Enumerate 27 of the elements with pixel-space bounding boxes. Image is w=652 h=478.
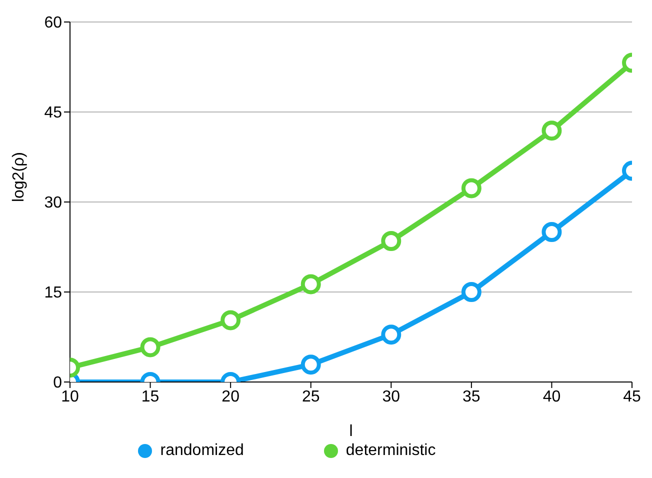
y-tick-label: 0 [53,374,62,392]
y-tick-label: 30 [44,194,62,212]
point [381,324,402,345]
y-tick-label: 15 [44,284,62,302]
x-axis-title: l [349,423,353,440]
x-tick-label: 35 [462,388,480,406]
y-tick-label: 60 [44,14,62,32]
point [300,274,321,294]
y-axis-title: log2(ρ) [10,152,28,202]
point [542,222,562,242]
point [381,231,402,251]
x-tick-label: 25 [302,388,320,406]
x-tick-label: 30 [382,388,400,406]
x-tick-label: 40 [542,388,561,406]
point [140,337,160,358]
legend-label: deterministic [346,442,436,459]
y-tick-label: 45 [44,104,62,122]
point [300,354,321,375]
x-tick-label: 10 [61,388,79,406]
x-tick-label: 20 [222,388,240,406]
point [461,282,482,302]
point [461,178,482,198]
legend-label: randomized [160,442,244,459]
x-tick-label: 45 [623,388,641,406]
point [542,120,562,141]
point [220,310,241,330]
x-tick-label: 15 [141,388,160,406]
